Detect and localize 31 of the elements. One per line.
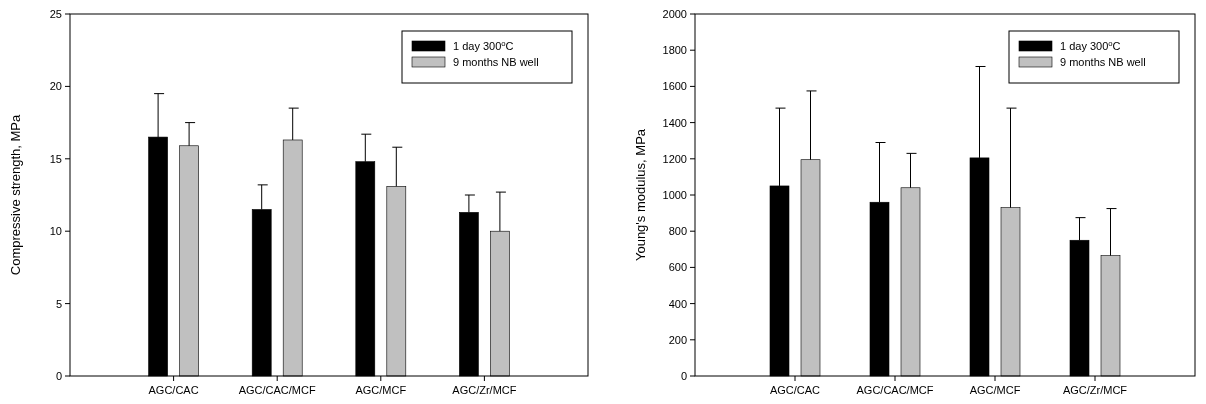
x-tick-label: AGC/Zr/MCF: [452, 384, 517, 396]
y-tick-label: 2000: [662, 8, 687, 20]
legend-label: 1 day 300$^{o}$C: [1060, 38, 1121, 52]
y-tick-label: 1200: [662, 152, 687, 165]
x-tick-label: AGC/CAC/MCF: [856, 384, 934, 396]
x-tick-label: AGC/CAC: [148, 384, 199, 396]
y-axis-title: Compressive strength, MPa: [8, 114, 23, 276]
y-tick-label: 0: [55, 370, 62, 382]
x-tick-label: AGC/CAC: [769, 384, 821, 396]
x-tick-label: AGC/MCF: [355, 384, 407, 396]
y-tick-label: 20: [49, 80, 62, 93]
x-tick-label: AGC/Zr/MCF: [1062, 384, 1128, 396]
x-tick-label: AGC/MCF: [969, 384, 1021, 396]
y-tick-label: 1800: [662, 44, 687, 57]
y-tick-label: 200: [668, 333, 687, 346]
y-tick-label: 600: [668, 261, 687, 274]
y-tick-label: 25: [49, 8, 62, 20]
y-tick-label: 0: [680, 370, 687, 382]
y-axis-title: Young's modulus, MPa: [633, 128, 648, 262]
legend-label: 1 day 300$^{o}$C: [453, 38, 514, 52]
legend-label: 9 months NB well: [453, 56, 539, 68]
y-tick-label: 400: [668, 297, 687, 310]
y-tick-label: 1400: [662, 116, 687, 129]
y-tick-label: 15: [49, 152, 62, 165]
y-tick-label: 1600: [662, 80, 687, 93]
y-tick-label: 1000: [662, 189, 687, 201]
legend-label: 9 months NB well: [1060, 56, 1146, 68]
y-tick-label: 10: [49, 225, 62, 238]
y-tick-label: 800: [668, 225, 687, 238]
x-tick-label: AGC/CAC/MCF: [238, 384, 316, 396]
y-tick-label: 5: [55, 297, 62, 310]
